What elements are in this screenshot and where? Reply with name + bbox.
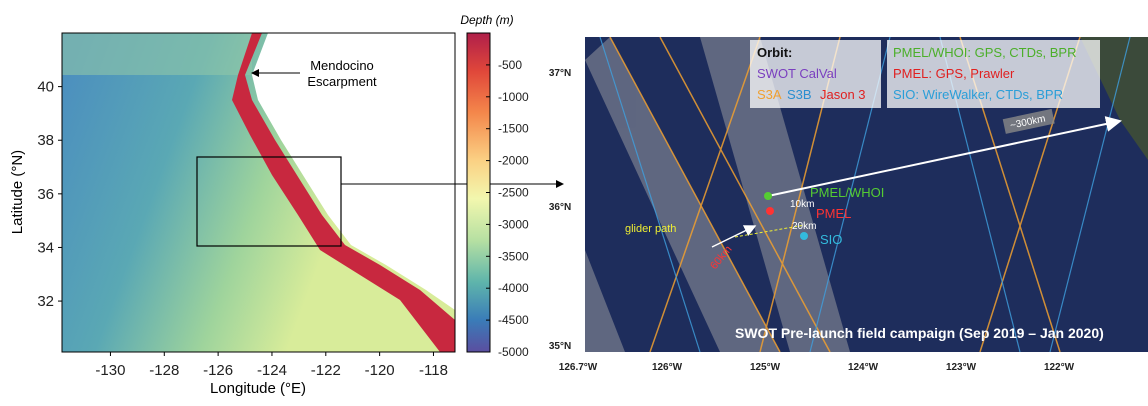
y-tick-label: 32 xyxy=(37,293,54,310)
legend-entry: S3B xyxy=(787,87,812,102)
y-tick-label: 40 xyxy=(37,79,54,96)
label: SIO xyxy=(820,232,842,247)
map-frame xyxy=(61,32,456,353)
caption: SWOT Pre-launch field campaign (Sep 2019… xyxy=(735,325,1104,341)
colorbar-label: Depth (m) xyxy=(460,13,513,27)
right-map: glider path PMEL/WHOI 10km PMEL 20km SIO… xyxy=(585,37,1148,352)
left-map: Mendocino Escarpment Longitude (°E) Lati… xyxy=(9,13,564,397)
colorbar-tick-label: -2500 xyxy=(498,186,529,200)
pmel-site xyxy=(766,207,774,215)
pmel-whoi-site xyxy=(764,192,772,200)
lon-label: 125°W xyxy=(750,362,781,373)
x-axis-label: Longitude (°E) xyxy=(210,380,306,397)
colorbar-tick-label: -4500 xyxy=(498,313,529,327)
label: PMEL xyxy=(816,206,851,221)
x-tick-label: -120 xyxy=(365,362,395,379)
label: glider path xyxy=(625,223,676,235)
legend-entry: PMEL: GPS, Prawler xyxy=(893,66,1015,81)
land xyxy=(252,33,455,310)
lon-label: 123°W xyxy=(946,362,977,373)
y-tick-label: 38 xyxy=(37,132,54,149)
annotation: Mendocino xyxy=(310,58,374,73)
x-tick-label: -118 xyxy=(419,362,448,379)
label: 20km xyxy=(792,221,816,232)
legend-entry: S3A xyxy=(757,87,782,102)
instrument-legend xyxy=(887,40,1100,108)
x-tick-label: -128 xyxy=(149,362,179,379)
colorbar-tick-label: -1500 xyxy=(498,122,529,136)
orbit-legend xyxy=(750,40,881,108)
legend-title: Orbit: xyxy=(757,45,792,60)
lon-label: 122°W xyxy=(1044,362,1075,373)
lat-label: 35°N xyxy=(549,341,571,352)
lon-label: 124°W xyxy=(848,362,879,373)
lat-label: 37°N xyxy=(549,68,571,79)
shelf-slope xyxy=(232,33,455,352)
colorbar-tick-label: -1000 xyxy=(498,90,529,104)
x-tick-label: -122 xyxy=(311,362,341,379)
lon-label: 126°W xyxy=(652,362,683,373)
x-tick-label: -126 xyxy=(203,362,233,379)
y-tick-label: 34 xyxy=(37,239,54,256)
colorbar-tick-label: -5000 xyxy=(498,345,529,359)
legend-entry: Jason 3 xyxy=(820,87,866,102)
colorbar-tick-label: -3500 xyxy=(498,249,529,263)
y-axis-label: Latitude (°N) xyxy=(9,150,26,234)
colorbar-tick-label: -2000 xyxy=(498,154,529,168)
study-box xyxy=(196,156,342,247)
ocean-shelf xyxy=(62,33,252,75)
label: PMEL/WHOI xyxy=(810,185,884,200)
legend-entry: SIO: WireWalker, CTDs, BPR xyxy=(893,87,1063,102)
glider-path xyxy=(734,224,806,238)
colorbar-tick-label: -4000 xyxy=(498,281,529,295)
annotation: Escarpment xyxy=(307,74,377,89)
lon-label: 126.7°W xyxy=(559,362,598,373)
colorbar-tick-label: -3000 xyxy=(498,217,529,231)
glider-arrow xyxy=(711,225,757,248)
lat-label: 36°N xyxy=(549,202,571,213)
colorbar-tick-label: -500 xyxy=(498,58,522,72)
legend-entry: PMEL/WHOI: GPS, CTDs, BPR xyxy=(893,45,1076,60)
distance-arrow xyxy=(767,116,1122,197)
x-tick-label: -124 xyxy=(257,362,287,379)
x-tick-label: -130 xyxy=(95,362,125,379)
legend-entry: SWOT CalVal xyxy=(757,66,837,81)
sio-site xyxy=(800,232,808,240)
y-tick-label: 36 xyxy=(37,186,54,203)
label: 10km xyxy=(790,199,814,210)
